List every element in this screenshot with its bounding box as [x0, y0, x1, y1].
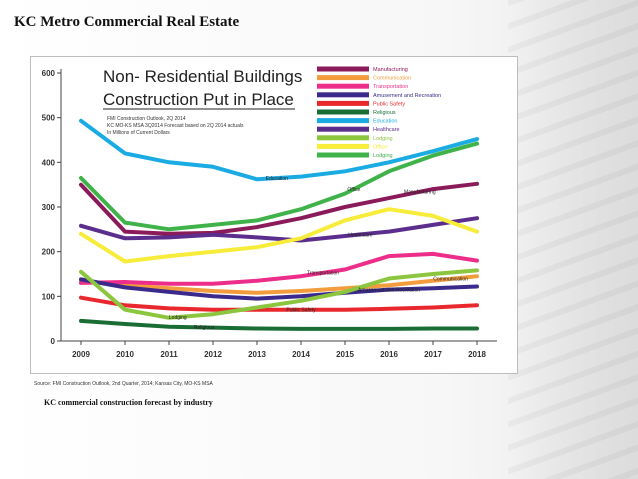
x-tick-label: 2010: [116, 350, 134, 359]
inline-series-label: Education: [266, 176, 288, 182]
legend-label: Office: [373, 144, 387, 150]
legend-label: Education: [373, 119, 397, 125]
y-tick-label: 200: [42, 248, 56, 257]
legend-swatch: [317, 83, 369, 89]
series-line-5: [79, 318, 479, 331]
chart-caption: KC commercial construction forecast by i…: [44, 398, 213, 407]
legend-label: Lodging: [373, 153, 393, 159]
chart-subtitle-1: FMI Construction Outlook, 2Q 2014: [107, 116, 186, 122]
y-tick-label: 0: [51, 337, 56, 346]
decorative-sidebar: [508, 0, 638, 479]
inline-series-label: Transportation: [307, 271, 339, 277]
legend-label: Lodging: [373, 136, 393, 142]
series-line-6: [79, 118, 479, 182]
series-line-0: [79, 181, 479, 236]
chart-subtitle-2: KC MO-KS MSA 3Q2014 Forecast based on 2Q…: [107, 123, 244, 129]
slide-title: KC Metro Commercial Real Estate: [14, 14, 240, 30]
series-line-1: [79, 274, 479, 295]
inline-series-label: Office: [347, 187, 360, 193]
legend-swatch: [317, 143, 369, 149]
chart-subtitle-3: In Millions of Current Dollars: [107, 130, 170, 136]
legend-swatch: [317, 100, 369, 106]
chart-title-line2: Construction Put in Place: [103, 90, 294, 109]
legend-label: Manufacturing: [373, 67, 408, 73]
series-line-9: [79, 207, 479, 264]
construction-line-chart: Non- Residential Buildings Construction …: [42, 66, 497, 359]
legend-swatch: [317, 109, 369, 115]
x-tick-label: 2014: [292, 350, 310, 359]
legend-swatch: [317, 152, 369, 158]
legend-label: Amusement and Recreation: [373, 93, 441, 99]
source-note: Source: FMI Construction Outlook, 2nd Qu…: [34, 381, 213, 387]
legend-swatch: [317, 118, 369, 124]
series-line-8: [79, 268, 479, 320]
legend-label: Communication: [373, 76, 411, 82]
x-tick-label: 2018: [468, 350, 486, 359]
x-tick-label: 2016: [380, 350, 398, 359]
x-tick-label: 2017: [424, 350, 442, 359]
legend-label: Religious: [373, 110, 396, 116]
series-line-10: [79, 141, 479, 232]
y-tick-label: 400: [42, 158, 56, 167]
chart-title-line1: Non- Residential Buildings: [103, 67, 302, 86]
x-tick-label: 2015: [336, 350, 354, 359]
chart-container: Non- Residential Buildings Construction …: [30, 56, 518, 374]
series-line-7: [79, 216, 479, 243]
legend-swatch: [317, 92, 369, 98]
x-tick-label: 2009: [72, 350, 90, 359]
legend-label: Transportation: [373, 84, 408, 90]
legend-swatch: [317, 66, 369, 72]
y-tick-label: 600: [42, 69, 56, 78]
legend-label: Healthcare: [373, 127, 400, 133]
inline-series-label: Amusement and Recreation: [358, 287, 420, 293]
inline-series-label: Communication: [433, 277, 468, 283]
inline-series-label: Manufacturing: [404, 190, 436, 196]
y-tick-label: 500: [42, 114, 56, 123]
x-tick-label: 2011: [160, 350, 178, 359]
legend-swatch: [317, 135, 369, 141]
legend-label: Public Safety: [373, 101, 405, 107]
x-tick-label: 2013: [248, 350, 266, 359]
x-tick-label: 2012: [204, 350, 222, 359]
legend-swatch: [317, 126, 369, 132]
inline-series-label: Public Safety: [286, 308, 316, 314]
inline-series-label: Lodging: [169, 315, 187, 321]
y-tick-label: 100: [42, 292, 56, 301]
y-tick-label: 300: [42, 203, 56, 212]
series-line-2: [79, 251, 479, 286]
series-line-4: [79, 295, 479, 312]
series-line-3: [79, 277, 479, 301]
inline-series-label: Healthcare: [348, 232, 372, 238]
inline-series-label: Religious: [194, 325, 215, 331]
legend-swatch: [317, 75, 369, 81]
